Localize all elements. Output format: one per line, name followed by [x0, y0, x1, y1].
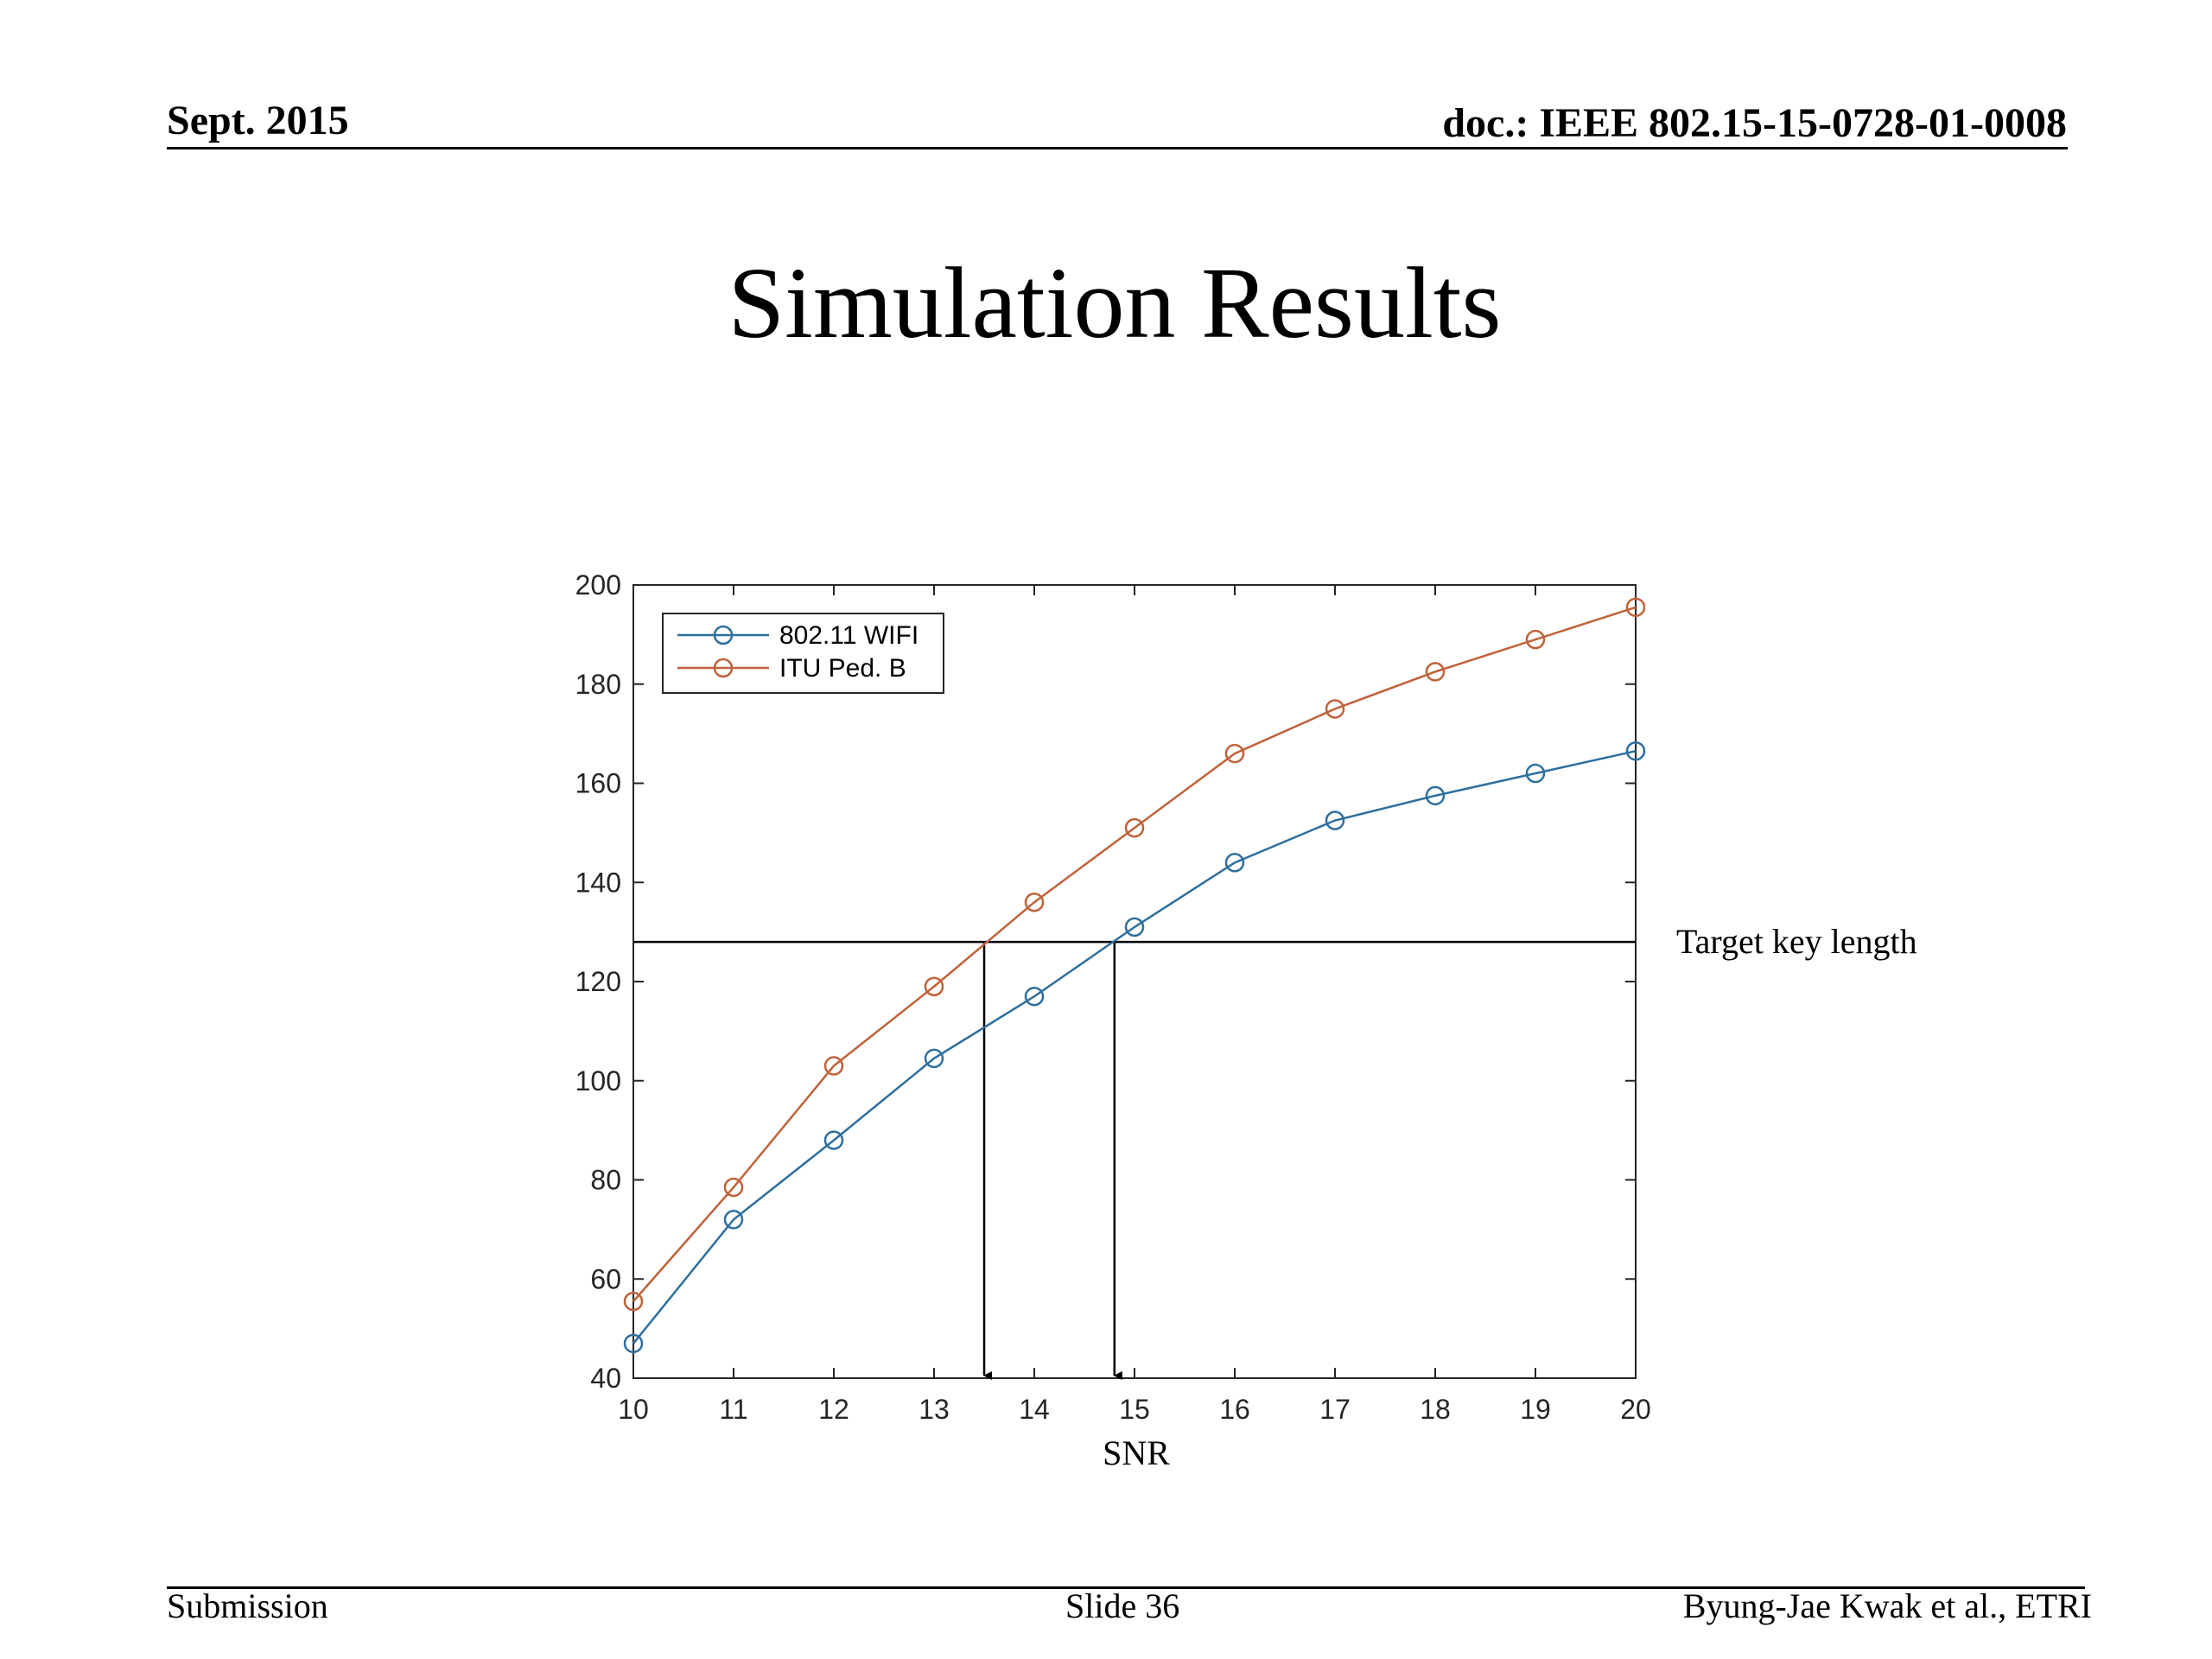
series-2-point [623, 1291, 644, 1312]
x-tick-label: 17 [1319, 1394, 1351, 1425]
y-tick-label: 140 [575, 867, 621, 898]
series-2-point [1325, 699, 1345, 719]
x-tick-label: 14 [1019, 1394, 1050, 1425]
series-2-point [1224, 743, 1245, 764]
legend-entry-label: ITU Ped. B [779, 654, 906, 683]
series-2-point [1024, 892, 1045, 912]
y-tick-label: 100 [575, 1065, 621, 1096]
legend-entry-label: 802.11 WIFI [779, 621, 918, 650]
series-1-point [1525, 763, 1546, 784]
series-2-point [723, 1177, 744, 1198]
x-tick-label: 19 [1520, 1394, 1551, 1425]
plot-frame [632, 584, 1637, 1379]
legend-box [662, 613, 944, 694]
legend-swatch-marker [713, 658, 734, 678]
x-tick-label: 18 [1420, 1394, 1451, 1425]
series-1-point [623, 1333, 644, 1354]
header-doc-id: doc.: IEEE 802.15-15-0728-01-0008 [1442, 100, 2067, 146]
series-1-point [1124, 917, 1145, 938]
y-tick-label: 120 [575, 966, 621, 997]
x-tick-label: 10 [618, 1394, 649, 1425]
series-1-point [723, 1210, 744, 1230]
series-2-point [1625, 597, 1646, 618]
y-tick-label: 160 [575, 768, 621, 799]
legend-swatch-marker [713, 625, 734, 645]
series-1-point [1425, 785, 1446, 806]
series-2-point [924, 976, 944, 996]
y-tick-label: 60 [590, 1263, 621, 1294]
y-tick-label: 180 [575, 669, 621, 700]
series-line-2 [632, 606, 1637, 1302]
x-tick-label: 12 [818, 1394, 849, 1425]
series-1-point [823, 1130, 844, 1150]
footer-authors: Byung-Jae Kwak et al., ETRI [1682, 1586, 2092, 1625]
x-tick-label: 11 [719, 1394, 747, 1425]
footer-slide-number: Slide 36 [1065, 1586, 1180, 1625]
x-tick-label: 15 [1119, 1394, 1150, 1425]
footer-submission: Submission [167, 1586, 328, 1625]
slide-title: Simulation Results [728, 246, 1502, 359]
target-key-length-label: Target key length [1676, 922, 1917, 961]
series-1-point [1224, 853, 1245, 873]
series-1-point [1024, 986, 1045, 1007]
y-tick-label: 40 [590, 1363, 621, 1394]
header-date: Sept. 2015 [167, 98, 349, 143]
x-tick-label: 16 [1219, 1394, 1250, 1425]
series-2-point [1425, 662, 1446, 682]
series-line-1 [632, 749, 1637, 1344]
x-tick-label: 13 [918, 1394, 950, 1425]
x-tick-label: 20 [1620, 1394, 1651, 1425]
series-1-point [1625, 741, 1646, 761]
series-2-point [1525, 629, 1546, 650]
y-tick-label: 200 [575, 569, 621, 601]
footer-divider [167, 1586, 2085, 1589]
series-2-point [823, 1056, 844, 1076]
series-1-point [1325, 810, 1345, 830]
series-1-point [924, 1048, 944, 1069]
x-axis-label: SNR [1103, 1433, 1170, 1472]
header-divider [167, 147, 2068, 149]
series-2-point [1124, 817, 1145, 838]
y-tick-label: 80 [590, 1165, 621, 1196]
